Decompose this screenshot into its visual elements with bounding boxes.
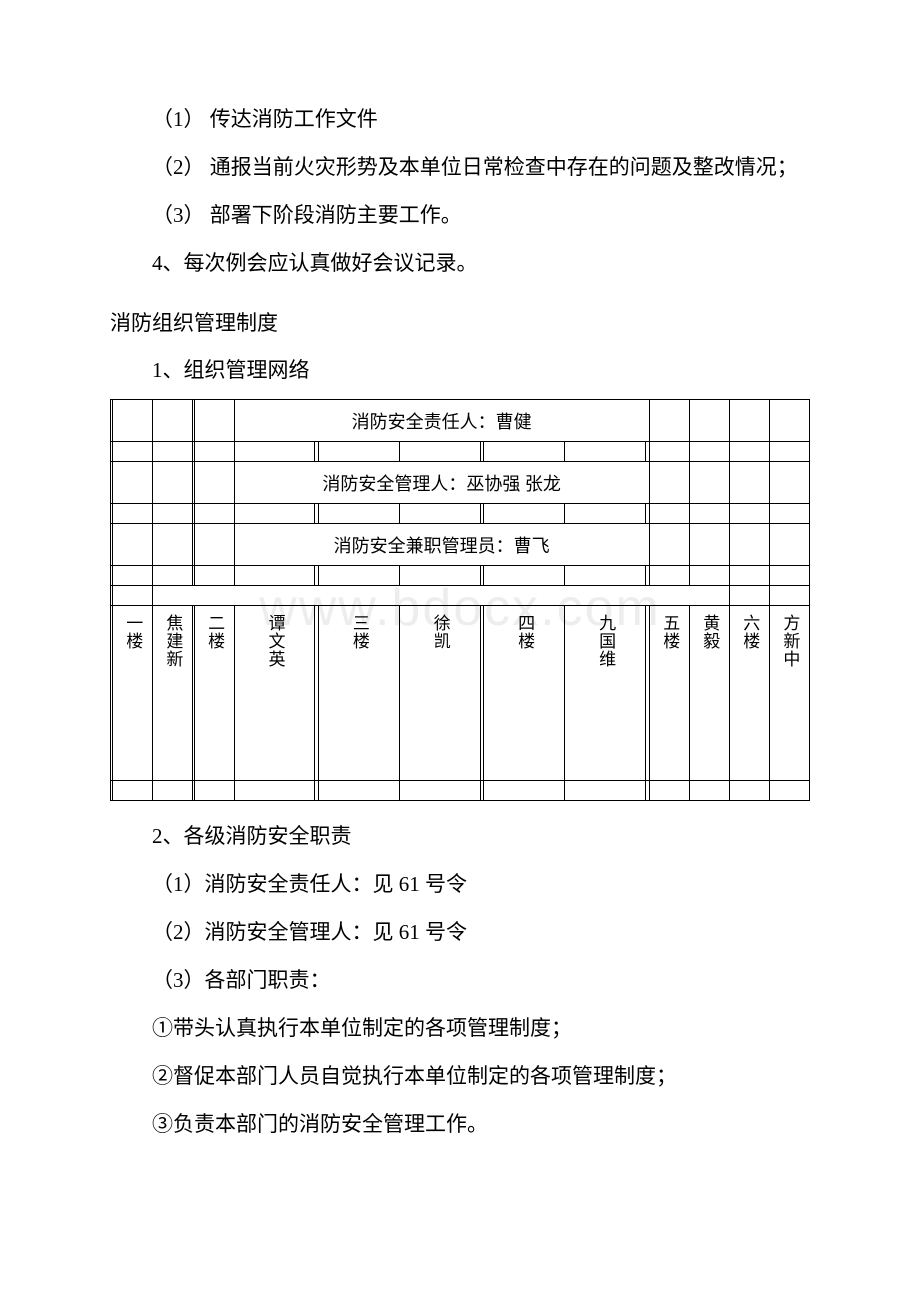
section2-1: 2、各级消防安全职责	[110, 817, 810, 857]
floor4-name: 九国维	[565, 606, 646, 781]
section2-2: （1）消防安全责任人：见 61 号令	[110, 865, 810, 905]
section2-3: （2）消防安全管理人：见 61 号令	[110, 913, 810, 953]
paragraph-1: （1） 传达消防工作文件	[110, 100, 810, 140]
floor5-label: 五楼	[649, 606, 689, 781]
org-table-container: www.bdocx.com 消防安全责任人：曹健 消防安全管理人：巫协强 张龙 …	[110, 399, 810, 801]
section2-7: ③负责本部门的消防安全管理工作。	[110, 1105, 810, 1145]
table-row3: 消防安全兼职管理员：曹飞	[234, 524, 649, 566]
table-row2: 消防安全管理人：巫协强 张龙	[234, 462, 649, 504]
section2-4: （3）各部门职责：	[110, 961, 810, 1001]
floor5-name: 黄毅	[689, 606, 729, 781]
section1-sub1: 1、组织管理网络	[110, 351, 810, 391]
floor6-label: 六楼	[729, 606, 769, 781]
floor1-name: 焦建新	[152, 606, 192, 781]
paragraph-3: （3） 部署下阶段消防主要工作。	[110, 196, 810, 236]
paragraph-2: （2） 通报当前火灾形势及本单位日常检查中存在的问题及整改情况；	[110, 148, 810, 188]
table-row1: 消防安全责任人：曹健	[234, 400, 649, 442]
section2-5: ①带头认真执行本单位制定的各项管理制度；	[110, 1009, 810, 1049]
floor2-name: 谭文英	[234, 606, 315, 781]
section2-6: ②督促本部门人员自觉执行本单位制定的各项管理制度；	[110, 1057, 810, 1097]
floor3-label: 三楼	[318, 606, 399, 781]
paragraph-4: 4、每次例会应认真做好会议记录。	[110, 244, 810, 284]
floor6-name: 方新中	[769, 606, 809, 781]
section-title-1: 消防组织管理制度	[110, 304, 810, 344]
floor1-label: 一楼	[112, 606, 152, 781]
org-table: 消防安全责任人：曹健 消防安全管理人：巫协强 张龙 消防安全兼职管理员：曹飞 一…	[110, 399, 810, 801]
floor4-label: 四楼	[484, 606, 565, 781]
floor2-label: 二楼	[194, 606, 234, 781]
floor3-name: 徐凯	[399, 606, 480, 781]
